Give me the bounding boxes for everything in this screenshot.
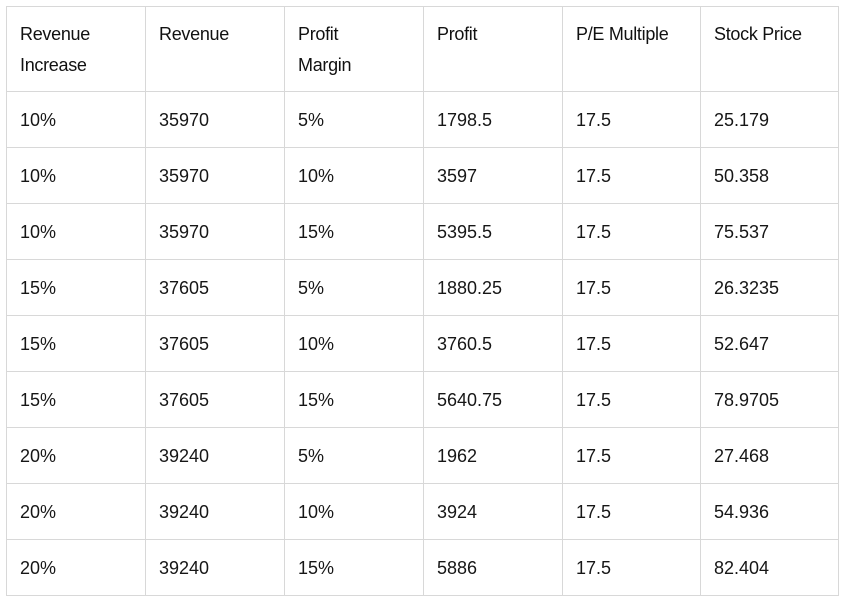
cell-stock-price: 52.647 xyxy=(700,315,839,372)
cell-revenue: 37605 xyxy=(145,371,285,428)
stock-price-table: Revenue Increase Revenue Profit Margin Pro… xyxy=(6,6,839,596)
header-stock-price: Stock Price xyxy=(700,6,839,92)
cell-pe-multiple: 17.5 xyxy=(562,91,701,148)
cell-profit: 1880.25 xyxy=(423,259,563,316)
cell-stock-price: 26.3235 xyxy=(700,259,839,316)
cell-pe-multiple: 17.5 xyxy=(562,539,701,596)
cell-revenue: 35970 xyxy=(145,147,285,204)
cell-revenue-increase: 10% xyxy=(6,91,146,148)
cell-pe-multiple: 17.5 xyxy=(562,259,701,316)
cell-revenue: 39240 xyxy=(145,539,285,596)
cell-revenue-increase: 10% xyxy=(6,203,146,260)
cell-revenue-increase: 10% xyxy=(6,147,146,204)
cell-stock-price: 27.468 xyxy=(700,427,839,484)
cell-revenue: 37605 xyxy=(145,259,285,316)
table-row: 10% 35970 15% 5395.5 17.5 75.537 xyxy=(6,203,839,260)
header-line: Margin xyxy=(298,55,352,75)
cell-revenue: 37605 xyxy=(145,315,285,372)
header-line: Stock Price xyxy=(714,24,802,44)
header-line: Increase xyxy=(20,55,87,75)
cell-profit-margin: 10% xyxy=(284,315,424,372)
cell-revenue-increase: 20% xyxy=(6,483,146,540)
cell-revenue-increase: 20% xyxy=(6,539,146,596)
table-row: 10% 35970 10% 3597 17.5 50.358 xyxy=(6,147,839,204)
header-revenue: Revenue xyxy=(145,6,285,92)
cell-profit: 5886 xyxy=(423,539,563,596)
cell-profit: 3924 xyxy=(423,483,563,540)
table-row: 20% 39240 10% 3924 17.5 54.936 xyxy=(6,483,839,540)
cell-revenue: 39240 xyxy=(145,427,285,484)
cell-stock-price: 54.936 xyxy=(700,483,839,540)
cell-revenue-increase: 15% xyxy=(6,259,146,316)
header-line: Profit xyxy=(437,24,478,44)
cell-profit: 5640.75 xyxy=(423,371,563,428)
header-line: Revenue xyxy=(159,24,229,44)
header-pe-multiple: P/E Multiple xyxy=(562,6,701,92)
cell-pe-multiple: 17.5 xyxy=(562,371,701,428)
stock-price-table-container: Revenue Increase Revenue Profit Margin Pro… xyxy=(6,6,839,596)
table-row: 15% 37605 15% 5640.75 17.5 78.9705 xyxy=(6,371,839,428)
cell-profit: 1798.5 xyxy=(423,91,563,148)
cell-profit: 3597 xyxy=(423,147,563,204)
cell-pe-multiple: 17.5 xyxy=(562,315,701,372)
header-revenue-increase: Revenue Increase xyxy=(6,6,146,92)
table-header-row: Revenue Increase Revenue Profit Margin Pro… xyxy=(6,6,839,92)
cell-pe-multiple: 17.5 xyxy=(562,147,701,204)
table-row: 10% 35970 5% 1798.5 17.5 25.179 xyxy=(6,91,839,148)
cell-profit: 3760.5 xyxy=(423,315,563,372)
table-row: 20% 39240 5% 1962 17.5 27.468 xyxy=(6,427,839,484)
table-row: 15% 37605 5% 1880.25 17.5 26.3235 xyxy=(6,259,839,316)
cell-profit-margin: 10% xyxy=(284,147,424,204)
header-line: P/E Multiple xyxy=(576,24,669,44)
cell-profit-margin: 15% xyxy=(284,539,424,596)
cell-revenue: 35970 xyxy=(145,203,285,260)
cell-revenue: 35970 xyxy=(145,91,285,148)
cell-revenue-increase: 20% xyxy=(6,427,146,484)
cell-profit-margin: 10% xyxy=(284,483,424,540)
cell-profit: 1962 xyxy=(423,427,563,484)
cell-profit-margin: 5% xyxy=(284,91,424,148)
cell-profit-margin: 5% xyxy=(284,259,424,316)
cell-revenue: 39240 xyxy=(145,483,285,540)
cell-pe-multiple: 17.5 xyxy=(562,203,701,260)
cell-stock-price: 50.358 xyxy=(700,147,839,204)
header-profit: Profit xyxy=(423,6,563,92)
table-body: 10% 35970 5% 1798.5 17.5 25.179 10% 35970 10% 359… xyxy=(6,91,839,596)
cell-pe-multiple: 17.5 xyxy=(562,427,701,484)
cell-profit-margin: 15% xyxy=(284,371,424,428)
header-line: Profit xyxy=(298,24,339,44)
cell-pe-multiple: 17.5 xyxy=(562,483,701,540)
header-profit-margin: Profit Margin xyxy=(284,6,424,92)
cell-profit-margin: 5% xyxy=(284,427,424,484)
cell-profit-margin: 15% xyxy=(284,203,424,260)
cell-stock-price: 82.404 xyxy=(700,539,839,596)
cell-revenue-increase: 15% xyxy=(6,315,146,372)
cell-profit: 5395.5 xyxy=(423,203,563,260)
cell-stock-price: 75.537 xyxy=(700,203,839,260)
cell-stock-price: 78.9705 xyxy=(700,371,839,428)
table-row: 15% 37605 10% 3760.5 17.5 52.647 xyxy=(6,315,839,372)
header-line: Revenue xyxy=(20,24,90,44)
cell-revenue-increase: 15% xyxy=(6,371,146,428)
cell-stock-price: 25.179 xyxy=(700,91,839,148)
table-row: 20% 39240 15% 5886 17.5 82.404 xyxy=(6,539,839,596)
